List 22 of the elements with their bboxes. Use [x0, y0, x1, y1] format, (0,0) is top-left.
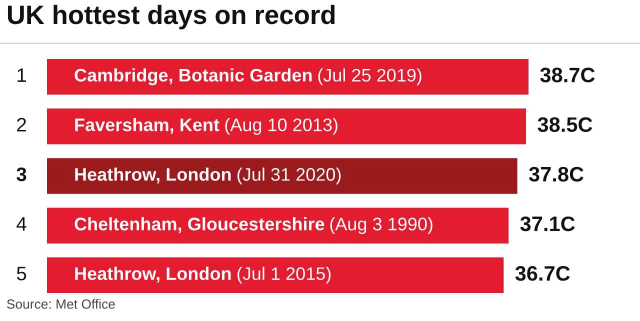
y-tick-label: 2: [17, 118, 26, 132]
annotation: (Jul 1 2015): [237, 266, 331, 284]
y-tick-label: 3: [16, 167, 26, 182]
annotation: Faversham, Kent: [75, 118, 220, 134]
annotation: Heathrow, London: [75, 168, 231, 184]
data-label: 37.8C: [528, 166, 584, 182]
annotation: (Jul 25 2019): [318, 68, 422, 86]
data-label: 37.1C: [520, 216, 575, 232]
source-note: Source: Met Office: [7, 299, 115, 309]
data-label: 38.7C: [540, 68, 595, 82]
annotation: Heathrow, London: [75, 266, 231, 283]
y-tick-label: 5: [16, 266, 26, 280]
annotation: (Jul 31 2020): [237, 168, 341, 184]
data-label: 38.5C: [538, 117, 592, 132]
y-tick-label: 1: [18, 68, 26, 82]
annotation: Cambridge, Botanic Garden: [74, 68, 312, 86]
data-label: 36.7C: [515, 266, 570, 281]
chart-title: UK hottest days on record: [8, 4, 335, 30]
y-tick-label: 4: [16, 217, 26, 231]
annotation: (Aug 10 2013): [225, 118, 338, 135]
annotation: (Aug 3 1990): [330, 217, 432, 234]
annotation: Cheltenham, Gloucestershire: [74, 217, 324, 234]
